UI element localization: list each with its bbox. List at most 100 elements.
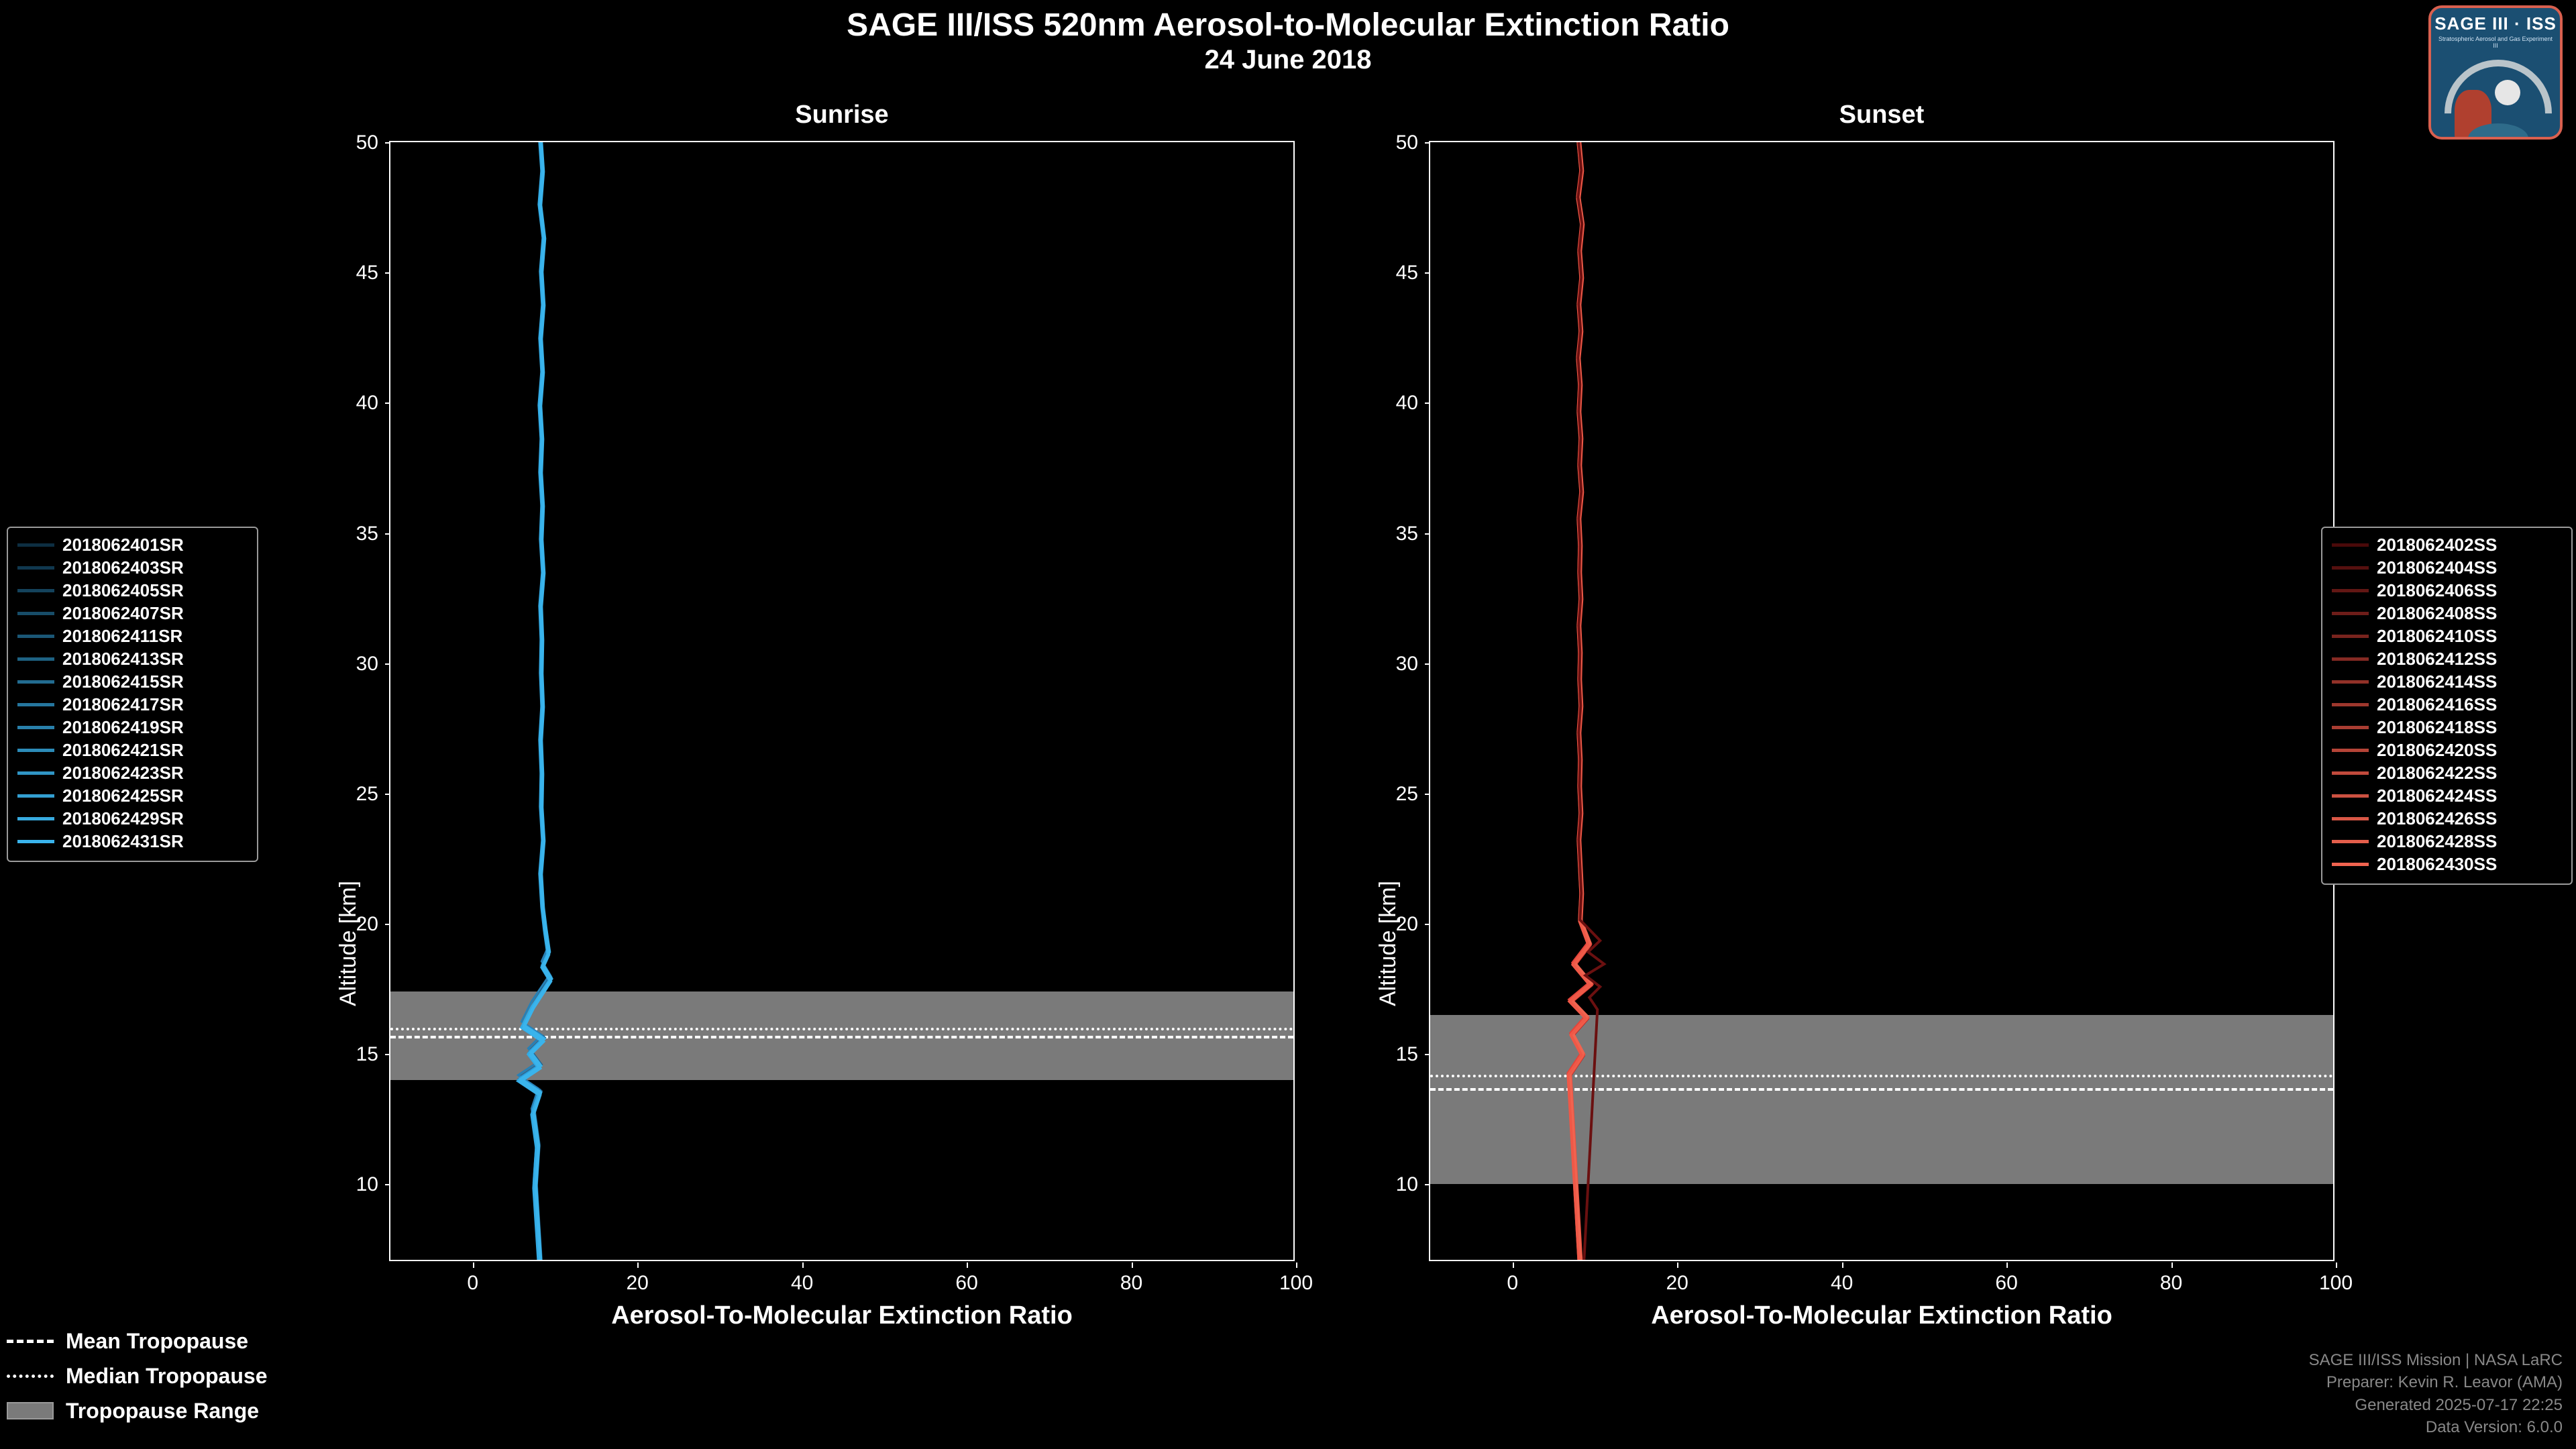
mean-tropopause-legend-item[interactable]: Mean Tropopause [7,1325,267,1357]
sunrise-legend-swatch-2018062411SR [17,635,54,638]
sunset-legend-swatch-2018062420SS [2332,749,2369,752]
sunrise-legend-swatch-2018062407SR [17,612,54,615]
sunset-legend-label-2018062408SS: 2018062408SS [2377,603,2497,624]
sunset-legend-item-2018062426SS[interactable]: 2018062426SS [2332,808,2562,828]
sunset-xlabel-60: 60 [1986,1272,2027,1295]
sunset-legend-item-2018062408SS[interactable]: 2018062408SS [2332,603,2562,623]
sunset-legend-item-2018062418SS[interactable]: 2018062418SS [2332,717,2562,737]
sunrise-legend-item-2018062429SR[interactable]: 2018062429SR [17,808,248,828]
sunrise-legend-item-2018062415SR[interactable]: 2018062415SR [17,672,248,692]
sunset-legend-item-2018062424SS[interactable]: 2018062424SS [2332,786,2562,806]
sunset-ytick-45 [1425,272,1430,274]
sunrise-xlabel-0: 0 [453,1272,493,1295]
sunrise-legend-item-2018062425SR[interactable]: 2018062425SR [17,786,248,806]
sunset-legend-label-2018062412SS: 2018062412SS [2377,649,2497,669]
sunset-ytick-25 [1425,794,1430,795]
tropopause-range-legend-item[interactable]: Tropopause Range [7,1395,267,1427]
sunset-legend-label-2018062430SS: 2018062430SS [2377,854,2497,875]
sunrise-legend-item-2018062407SR[interactable]: 2018062407SR [17,603,248,623]
sunset-y-axis-title: Altitude [km] [1375,881,1401,1006]
sunrise-x-axis-title: Aerosol-To-Molecular Extinction Ratio [389,1301,1295,1330]
sunrise-legend-item-2018062421SR[interactable]: 2018062421SR [17,740,248,760]
sunset-xtick-40 [1842,1263,1843,1268]
tropopause-legend[interactable]: Mean Tropopause Median Tropopause Tropop… [7,1325,267,1430]
sunrise-chart-area[interactable]: 10 15 20 25 30 35 40 45 50 0 20 40 60 80 100 [389,141,1295,1261]
sunset-legend-label-2018062404SS: 2018062404SS [2377,557,2497,578]
sunrise-legend-label-2018062403SR: 2018062403SR [62,557,184,578]
sunset-legend-swatch-2018062426SS [2332,817,2369,820]
sunrise-legend-swatch-2018062415SR [17,680,54,684]
sunrise-y-axis-title: Altitude [km] [335,881,362,1006]
sunrise-ylabel-15: 15 [338,1043,378,1066]
sunset-ylabel-30: 30 [1378,653,1418,676]
sunset-legend-item-2018062404SS[interactable]: 2018062404SS [2332,557,2562,578]
sunset-ylabel-45: 45 [1378,262,1418,284]
sunrise-panel-title: Sunrise [389,101,1295,129]
sunset-legend-item-2018062406SS[interactable]: 2018062406SS [2332,580,2562,600]
sunrise-legend-item-2018062417SR[interactable]: 2018062417SR [17,694,248,714]
footer-info: SAGE III/ISS Mission | NASA LaRC Prepare… [2309,1349,2563,1439]
sunrise-legend-item-2018062431SR[interactable]: 2018062431SR [17,831,248,851]
sunset-legend-swatch-2018062416SS [2332,703,2369,706]
sunset-legend-item-2018062412SS[interactable]: 2018062412SS [2332,649,2562,669]
sunrise-legend-item-2018062411SR[interactable]: 2018062411SR [17,626,248,646]
sunrise-legend-label-2018062407SR: 2018062407SR [62,603,184,624]
sunset-legend-item-2018062414SS[interactable]: 2018062414SS [2332,672,2562,692]
sunrise-legend-swatch-2018062425SR [17,794,54,798]
sunrise-legend-item-2018062419SR[interactable]: 2018062419SR [17,717,248,737]
sunset-ytick-15 [1425,1054,1430,1055]
sunset-ylabel-50: 50 [1378,131,1418,154]
sunset-panel-title: Sunset [1429,101,2334,129]
sunrise-ylabel-25: 25 [338,783,378,806]
sunrise-ylabel-30: 30 [338,653,378,676]
sunrise-legend-item-2018062423SR[interactable]: 2018062423SR [17,763,248,783]
sunset-legend-item-2018062410SS[interactable]: 2018062410SS [2332,626,2562,646]
sunset-legend-item-2018062402SS[interactable]: 2018062402SS [2332,535,2562,555]
mean-tropopause-swatch [7,1340,54,1343]
sunrise-legend-label-2018062429SR: 2018062429SR [62,808,184,829]
sunset-xtick-60 [2006,1263,2008,1268]
sunset-ylabel-15: 15 [1378,1043,1418,1066]
sunset-legend-item-2018062416SS[interactable]: 2018062416SS [2332,694,2562,714]
sunrise-xtick-80 [1132,1263,1133,1268]
sunset-legend-swatch-2018062428SS [2332,840,2369,843]
sunrise-legend[interactable]: 2018062401SR 2018062403SR 2018062405SR 2018… [7,527,258,862]
main-title: SAGE III/ISS 520nm Aerosol-to-Molecular … [0,7,2576,44]
sunrise-legend-label-2018062413SR: 2018062413SR [62,649,184,669]
sunset-xlabel-20: 20 [1657,1272,1697,1295]
sunrise-legend-item-2018062403SR[interactable]: 2018062403SR [17,557,248,578]
sunrise-xtick-20 [637,1263,639,1268]
sunrise-legend-swatch-2018062419SR [17,726,54,729]
chart-title-block: SAGE III/ISS 520nm Aerosol-to-Molecular … [0,7,2576,75]
sunrise-xlabel-80: 80 [1112,1272,1152,1295]
sunset-legend[interactable]: 2018062402SS 2018062404SS 2018062406SS 2018… [2321,527,2573,885]
sunrise-ytick-10 [385,1184,390,1185]
median-tropopause-label: Median Tropopause [66,1364,267,1389]
sunrise-legend-item-2018062405SR[interactable]: 2018062405SR [17,580,248,600]
sunset-legend-item-2018062420SS[interactable]: 2018062420SS [2332,740,2562,760]
sunrise-legend-label-2018062423SR: 2018062423SR [62,763,184,784]
sunset-data-lines [1430,142,2333,1260]
sunrise-ytick-30 [385,663,390,665]
sunrise-legend-swatch-2018062413SR [17,657,54,661]
sunset-legend-swatch-2018062422SS [2332,771,2369,775]
sunset-ylabel-35: 35 [1378,523,1418,545]
sunset-legend-label-2018062428SS: 2018062428SS [2377,831,2497,852]
sunset-legend-label-2018062416SS: 2018062416SS [2377,694,2497,715]
sunset-chart-area[interactable]: 10 15 20 25 30 35 40 45 50 0 20 40 60 80 100 [1429,141,2334,1261]
sunset-legend-item-2018062422SS[interactable]: 2018062422SS [2332,763,2562,783]
median-tropopause-legend-item[interactable]: Median Tropopause [7,1360,267,1392]
sunset-legend-label-2018062410SS: 2018062410SS [2377,626,2497,647]
mean-tropopause-label: Mean Tropopause [66,1329,248,1354]
sunrise-legend-item-2018062401SR[interactable]: 2018062401SR [17,535,248,555]
sunrise-legend-swatch-2018062429SR [17,817,54,820]
sunrise-xtick-0 [473,1263,474,1268]
logo-title: SAGE III · ISS [2431,13,2560,34]
sunrise-legend-label-2018062417SR: 2018062417SR [62,694,184,715]
sunset-ytick-20 [1425,924,1430,925]
sunrise-legend-item-2018062413SR[interactable]: 2018062413SR [17,649,248,669]
sunset-legend-label-2018062422SS: 2018062422SS [2377,763,2497,784]
sunrise-xtick-60 [967,1263,968,1268]
sunset-legend-item-2018062428SS[interactable]: 2018062428SS [2332,831,2562,851]
sunset-legend-item-2018062430SS[interactable]: 2018062430SS [2332,854,2562,874]
